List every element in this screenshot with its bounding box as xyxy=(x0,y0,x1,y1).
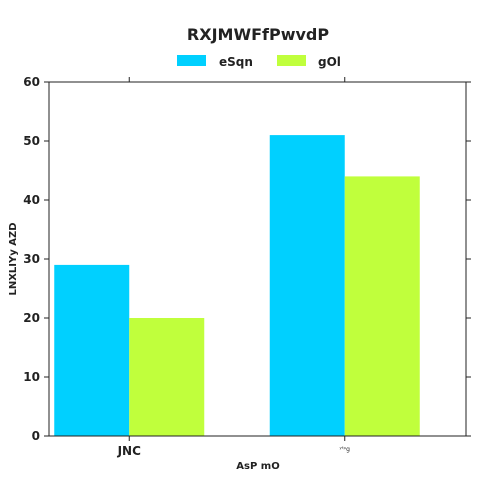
chart-legend: eSqn gOl xyxy=(177,55,341,69)
y-tick-label: 10 xyxy=(23,370,40,384)
legend-label-1: eSqn xyxy=(219,55,253,69)
x-tick-label: ʸᶠᵖg xyxy=(340,446,351,453)
bar-2-2 xyxy=(344,176,420,436)
bar-1-1 xyxy=(54,264,130,436)
y-axis-ticks: 0 10 20 30 40 50 60 xyxy=(23,75,471,443)
bar-2-1 xyxy=(129,318,205,436)
y-tick-label: 20 xyxy=(23,311,40,325)
chart-title: RXJMWFfPwvdP xyxy=(187,25,329,44)
x-axis-label: AsP mO xyxy=(236,461,279,472)
y-tick-label: 0 xyxy=(32,429,40,443)
y-tick-label: 50 xyxy=(23,134,40,148)
y-tick-label: 30 xyxy=(23,252,40,266)
bar-1-2 xyxy=(269,135,345,436)
plot-area: 0 10 20 30 40 50 60 JNC ʸᶠᵖg xyxy=(23,75,471,458)
x-axis-ticks: JNC ʸᶠᵖg xyxy=(117,77,351,458)
legend-label-2: gOl xyxy=(318,55,341,69)
y-tick-label: 60 xyxy=(23,75,40,89)
legend-swatch-2 xyxy=(277,55,306,66)
bars-group xyxy=(54,135,420,436)
y-axis-label: LNXLIYy AZD xyxy=(8,222,19,295)
x-tick-label: JNC xyxy=(117,444,142,458)
legend-swatch-1 xyxy=(177,55,206,66)
y-tick-label: 40 xyxy=(23,193,40,207)
